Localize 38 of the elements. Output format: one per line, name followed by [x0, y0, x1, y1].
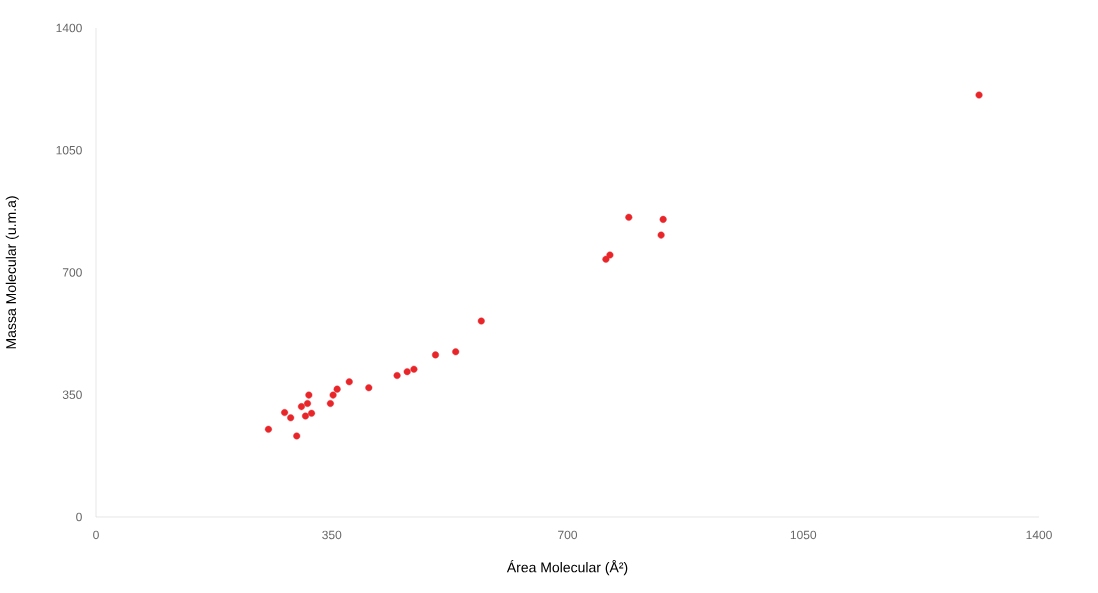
point: [431, 351, 439, 359]
point: [264, 425, 272, 433]
point: [975, 91, 983, 99]
point: [403, 368, 411, 376]
x-tick-label: 1050: [790, 530, 817, 540]
point: [410, 365, 418, 373]
point: [329, 391, 337, 399]
point: [452, 348, 460, 356]
point: [606, 251, 614, 259]
point: [659, 215, 667, 223]
point: [393, 372, 401, 380]
point: [304, 399, 312, 407]
y-tick-label: 1400: [56, 23, 82, 33]
point: [602, 255, 610, 263]
x-axis-title: Área Molecular (Å²): [506, 560, 628, 576]
x-tick-label: 1400: [1026, 530, 1052, 540]
point: [345, 378, 353, 386]
point: [477, 317, 485, 325]
point: [301, 412, 309, 420]
point: [333, 385, 341, 393]
y-tick-label: 1050: [56, 145, 82, 155]
point: [297, 403, 305, 411]
point: [281, 409, 289, 417]
point: [308, 409, 316, 417]
point: [293, 432, 301, 440]
y-tick-label: 0: [76, 512, 82, 522]
point: [365, 384, 373, 392]
y-tick-label: 700: [62, 268, 82, 277]
point: [287, 414, 295, 422]
x-tick-label: 0: [93, 530, 99, 540]
point: [657, 231, 665, 239]
point: [305, 391, 313, 399]
x-tick-label: 350: [322, 530, 342, 540]
y-axis-title: Massa Molecular (u.m.a): [5, 196, 19, 349]
point: [326, 399, 334, 407]
x-tick-label: 700: [558, 530, 578, 540]
y-tick-label: 350: [62, 390, 82, 399]
point: [625, 213, 633, 221]
